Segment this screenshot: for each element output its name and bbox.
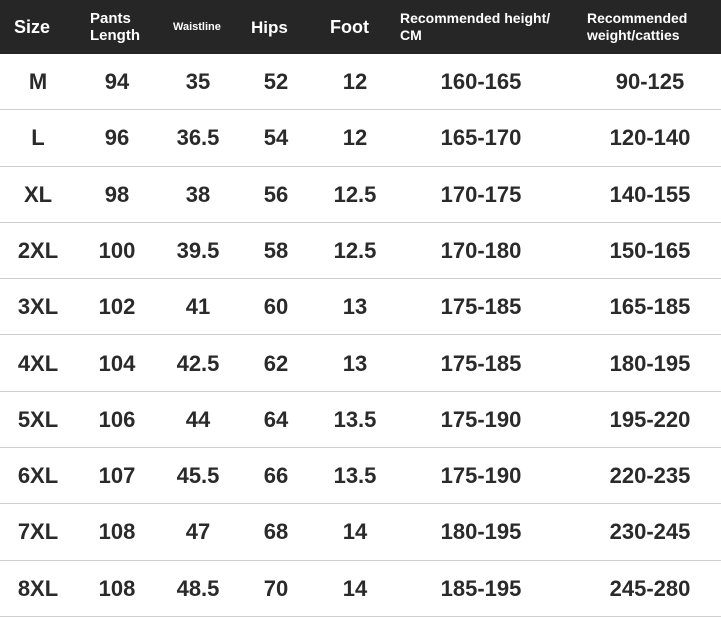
table-cell: 102 <box>98 294 136 320</box>
table-cell: 68 <box>263 519 289 545</box>
table-cell: 12.5 <box>333 237 377 263</box>
table-cell: 47 <box>185 519 211 545</box>
table-cell: 140-155 <box>609 181 691 207</box>
table-cell: 8XL <box>17 575 59 601</box>
table-row: 5XL 106 44 64 13.5 175-190 195-220 <box>0 392 721 449</box>
table-cell: 56 <box>263 181 289 207</box>
table-cell: 66 <box>263 463 289 489</box>
table-cell: 245-280 <box>609 575 691 601</box>
table-row: 3XL 102 41 60 13 175-185 165-185 <box>0 279 721 336</box>
table-cell: 6XL <box>17 463 59 489</box>
table-cell: 106 <box>98 406 136 432</box>
table-cell: 35 <box>185 69 211 94</box>
header-text: Pants <box>90 10 131 27</box>
table-cell: 175-190 <box>440 406 522 432</box>
table-cell: 180-195 <box>440 519 522 545</box>
table-cell: 150-165 <box>609 237 691 263</box>
table-cell: 12.5 <box>333 181 377 207</box>
table-cell: 165-170 <box>440 125 522 151</box>
header-text: weight/catties <box>587 27 680 43</box>
header-text: Recommended height/ <box>400 10 551 26</box>
table-row: 4XL 104 42.5 62 13 175-185 180-195 <box>0 336 721 392</box>
header-text: Foot <box>330 16 369 37</box>
table-cell: 48.5 <box>176 575 220 601</box>
table-cell: 13.5 <box>333 463 377 489</box>
table-cell: 180-195 <box>609 350 691 376</box>
header-cell: Recommended weight/catties <box>587 0 687 54</box>
header-text: Waistline <box>173 20 221 33</box>
table-cell: 165-185 <box>609 294 691 320</box>
header-cell: Pants Length <box>90 0 140 54</box>
header-cell: Recommended height/CM <box>400 0 550 54</box>
table-row: M 94 35 52 12 160-165 90-125 <box>0 54 721 111</box>
table-cell: 104 <box>98 350 136 376</box>
table-cell: 58 <box>263 237 289 263</box>
header-cell: Waistline <box>173 0 221 54</box>
table-cell: 98 <box>104 181 130 207</box>
table-cell: 100 <box>98 237 136 263</box>
header-text: Length <box>90 27 140 44</box>
table-cell: 60 <box>263 294 289 320</box>
table-cell: 3XL <box>17 294 59 320</box>
table-cell: 38 <box>185 181 211 207</box>
table-cell: 170-180 <box>440 237 522 263</box>
table-cell: 4XL <box>17 350 59 376</box>
table-cell: 2XL <box>17 237 59 263</box>
table-cell: 64 <box>263 406 289 432</box>
table-cell: 14 <box>342 575 368 601</box>
table-cell: 39.5 <box>176 237 220 263</box>
table-row: 7XL 108 47 68 14 180-195 230-245 <box>0 504 721 561</box>
table-cell: 52 <box>263 69 289 94</box>
table-cell: 54 <box>263 125 289 151</box>
header-text: Recommended <box>587 10 688 26</box>
table-row: 2XL 100 39.5 58 12.5 170-180 150-165 <box>0 223 721 280</box>
table-cell: 5XL <box>17 406 59 432</box>
table-cell: 185-195 <box>440 575 522 601</box>
table-row: XL 98 38 56 12.5 170-175 140-155 <box>0 167 721 223</box>
table-cell: 13.5 <box>333 406 377 432</box>
table-cell: 90-125 <box>615 69 685 94</box>
table-row: 6XL 107 45.5 66 13.5 175-190 220-235 <box>0 448 721 505</box>
table-cell: 13 <box>342 350 368 376</box>
table-cell: 175-185 <box>440 294 522 320</box>
header-cell: Size <box>14 0 50 54</box>
table-cell: 160-165 <box>440 69 522 94</box>
header-text: Size <box>14 16 51 37</box>
table-row: 8XL 108 48.5 70 14 185-195 245-280 <box>0 561 721 617</box>
table-cell: 42.5 <box>176 350 220 376</box>
table-cell: 70 <box>263 575 289 601</box>
table-cell: L <box>31 125 45 151</box>
table-cell: 62 <box>263 350 289 376</box>
table-cell: 175-185 <box>440 350 522 376</box>
table-cell: 12 <box>342 125 368 151</box>
table-cell: 195-220 <box>609 406 691 432</box>
header-bar: Size Pants Length Waistline Hips Foot Recommen… <box>0 0 721 54</box>
header-text: CM <box>400 27 422 43</box>
table-cell: M <box>28 69 48 94</box>
table-cell: 94 <box>104 69 130 94</box>
table-cell: 45.5 <box>176 463 220 489</box>
table-cell: 120-140 <box>609 125 691 151</box>
table-cell: 175-190 <box>440 463 522 489</box>
table-cell: 7XL <box>17 519 59 545</box>
table-cell: 96 <box>104 125 130 151</box>
table-cell: 41 <box>185 294 211 320</box>
table-cell: 12 <box>342 69 368 94</box>
table-cell: 170-175 <box>440 181 522 207</box>
table-cell: 220-235 <box>609 463 691 489</box>
table-cell: 36.5 <box>176 125 220 151</box>
header-text: Hips <box>251 17 288 37</box>
table-cell: 230-245 <box>609 519 691 545</box>
table-cell: 44 <box>185 406 211 432</box>
table-cell: XL <box>23 181 53 207</box>
table-cell: 13 <box>342 294 368 320</box>
table-cell: 14 <box>342 519 368 545</box>
header-cell: Hips <box>251 0 288 54</box>
header-cell: Foot <box>330 0 369 54</box>
table-cell: 108 <box>98 519 136 545</box>
table-row: L 96 36.5 54 12 165-170 120-140 <box>0 110 721 167</box>
table-cell: 108 <box>98 575 136 601</box>
table-cell: 107 <box>98 463 136 489</box>
